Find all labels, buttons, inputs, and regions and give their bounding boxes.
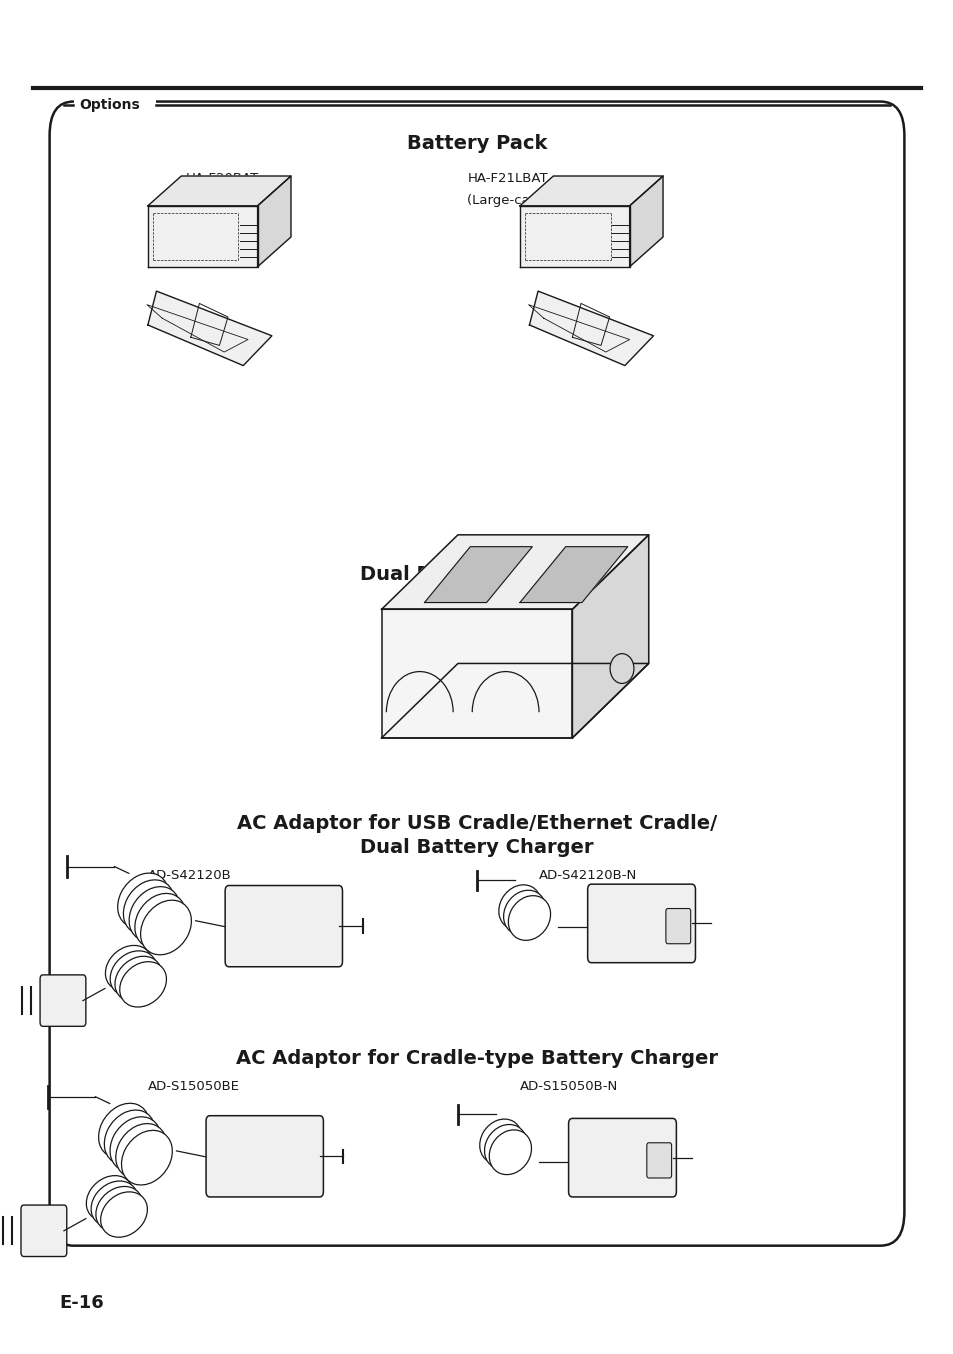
Polygon shape	[519, 176, 662, 206]
FancyBboxPatch shape	[665, 909, 690, 944]
Text: HA-F21LBAT: HA-F21LBAT	[467, 172, 548, 185]
Polygon shape	[519, 206, 629, 267]
Ellipse shape	[498, 884, 540, 930]
Text: Dual Battery Charger: Dual Battery Charger	[360, 838, 593, 857]
FancyBboxPatch shape	[225, 886, 342, 967]
FancyBboxPatch shape	[646, 1143, 671, 1178]
Ellipse shape	[610, 654, 633, 684]
FancyBboxPatch shape	[206, 1116, 323, 1197]
Text: (Large-capacity Battery Pack): (Large-capacity Battery Pack)	[467, 194, 664, 207]
Text: AD-S15050BE: AD-S15050BE	[148, 1080, 239, 1094]
Polygon shape	[148, 291, 272, 366]
Ellipse shape	[129, 887, 180, 941]
Polygon shape	[257, 176, 291, 267]
Polygon shape	[424, 547, 532, 603]
FancyBboxPatch shape	[40, 975, 86, 1026]
Bar	[74, 96, 155, 112]
Text: E-16: E-16	[59, 1293, 104, 1312]
Ellipse shape	[110, 1117, 161, 1171]
Polygon shape	[148, 206, 257, 267]
Ellipse shape	[484, 1124, 526, 1170]
Ellipse shape	[98, 1104, 150, 1158]
Ellipse shape	[100, 1192, 148, 1238]
Text: AC Adaptor for USB Cradle/Ethernet Cradle/: AC Adaptor for USB Cradle/Ethernet Cradl…	[236, 814, 717, 833]
Polygon shape	[381, 535, 648, 609]
Ellipse shape	[140, 900, 192, 955]
Text: AD-S15050B-N: AD-S15050B-N	[519, 1080, 618, 1094]
Ellipse shape	[134, 894, 186, 948]
Polygon shape	[381, 609, 572, 738]
Text: Options: Options	[79, 97, 140, 112]
Ellipse shape	[115, 1124, 167, 1178]
Text: AD-S42120B-N: AD-S42120B-N	[538, 869, 637, 883]
Text: AD-S42120B: AD-S42120B	[148, 869, 232, 883]
Ellipse shape	[95, 1186, 143, 1232]
Ellipse shape	[86, 1175, 133, 1221]
Ellipse shape	[105, 945, 152, 991]
Text: AC Adaptor for Cradle-type Battery Charger: AC Adaptor for Cradle-type Battery Charg…	[235, 1049, 718, 1068]
Polygon shape	[529, 291, 653, 366]
Text: Dual Battery Charger: Dual Battery Charger	[360, 565, 593, 584]
Ellipse shape	[117, 873, 169, 927]
Polygon shape	[519, 547, 627, 603]
Ellipse shape	[489, 1129, 531, 1175]
Ellipse shape	[114, 956, 162, 1002]
Ellipse shape	[121, 1131, 172, 1185]
Ellipse shape	[91, 1181, 138, 1227]
Ellipse shape	[123, 880, 174, 934]
Ellipse shape	[119, 961, 167, 1007]
Ellipse shape	[104, 1110, 155, 1164]
FancyBboxPatch shape	[587, 884, 695, 963]
Ellipse shape	[503, 890, 545, 936]
Ellipse shape	[508, 895, 550, 941]
Polygon shape	[381, 663, 648, 738]
Text: Battery Pack: Battery Pack	[406, 134, 547, 153]
FancyBboxPatch shape	[21, 1205, 67, 1257]
Text: HA-F32DCHG: HA-F32DCHG	[433, 598, 520, 612]
Text: (Battery Pack): (Battery Pack)	[186, 194, 280, 207]
Ellipse shape	[110, 951, 157, 997]
Text: HA-F20BAT: HA-F20BAT	[186, 172, 259, 185]
FancyBboxPatch shape	[568, 1118, 676, 1197]
Polygon shape	[629, 176, 662, 267]
Polygon shape	[148, 176, 291, 206]
Ellipse shape	[479, 1118, 521, 1164]
Polygon shape	[572, 535, 648, 738]
